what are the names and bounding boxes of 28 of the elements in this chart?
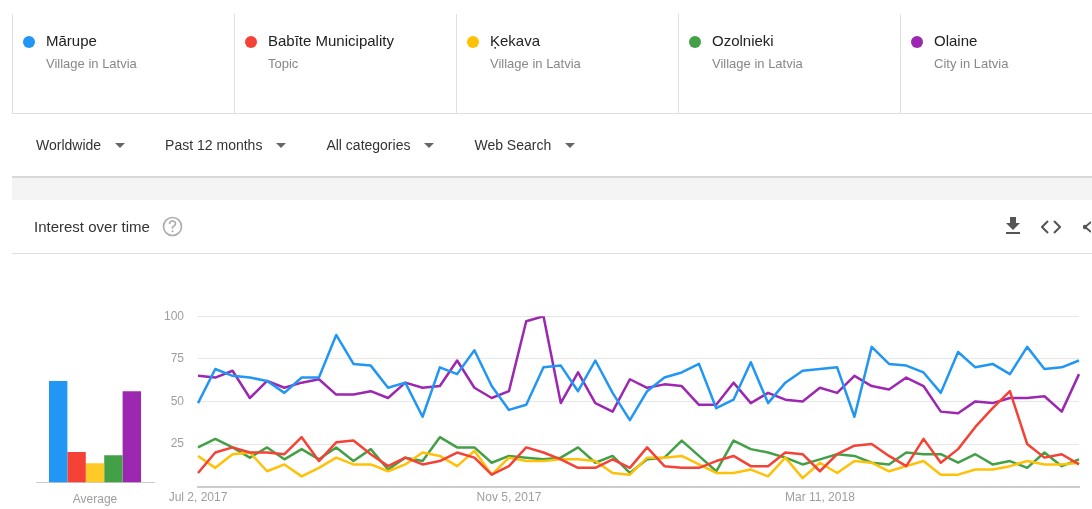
bar	[85, 463, 105, 483]
x-tick-label: Nov 5, 2017	[476, 490, 542, 505]
x-tick-label: Average	[72, 492, 118, 507]
legend-label: Ozolnieki	[712, 32, 774, 49]
bar	[122, 391, 142, 483]
text: All categories	[326, 137, 411, 153]
text: Topic	[268, 56, 299, 71]
text: Past 12 months	[165, 137, 263, 153]
y-tick-label: 100	[163, 308, 185, 323]
x-tick-label: Jul 2, 2017	[168, 490, 228, 505]
bar	[104, 455, 123, 483]
y-tick-label: 25	[170, 436, 185, 451]
text: Web Search	[474, 137, 552, 153]
chart-title: Interest over time	[34, 218, 150, 235]
y-tick-label: 75	[170, 351, 185, 366]
text: City in Latvia	[934, 56, 1009, 71]
bar	[67, 452, 86, 483]
x-tick-label: Mar 11, 2018	[784, 490, 856, 505]
text: Village in Latvia	[712, 56, 803, 71]
text: Village in Latvia	[46, 56, 137, 71]
y-tick-label: 50	[170, 393, 185, 408]
legend-label: Ķekava	[490, 32, 541, 49]
bar	[48, 381, 68, 483]
legend-label: Mārupe	[46, 32, 97, 49]
text: Worldwide	[36, 137, 102, 153]
text: Village in Latvia	[490, 56, 581, 71]
legend-label: Olaine	[934, 32, 978, 49]
legend-label: Babīte Municipality	[268, 32, 394, 49]
